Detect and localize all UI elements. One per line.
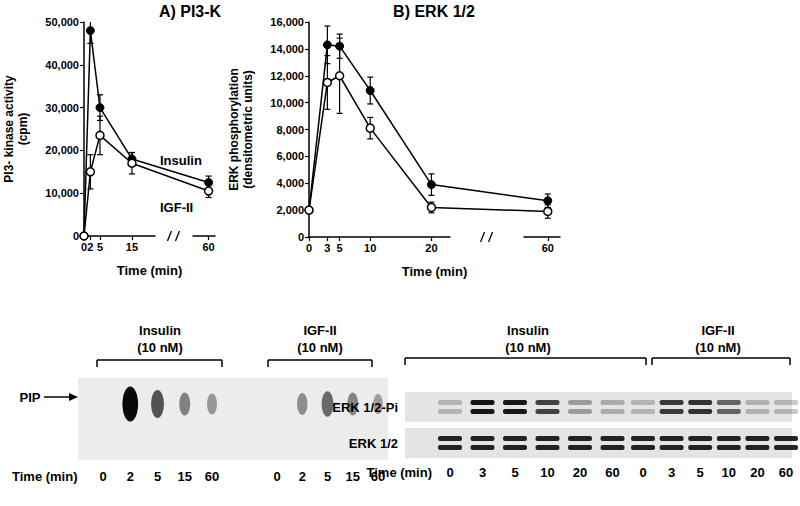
svg-text:20: 20 [425, 242, 437, 254]
svg-text:8,000: 8,000 [276, 124, 304, 136]
svg-text:16,000: 16,000 [270, 16, 304, 28]
svg-text:Insulin: Insulin [507, 323, 549, 338]
svg-text:3: 3 [324, 242, 330, 254]
svg-text:5: 5 [154, 469, 161, 484]
svg-text:(densitometric units): (densitometric units) [241, 70, 255, 189]
svg-text:60: 60 [202, 241, 214, 253]
svg-text:ERK 1/2-Pi: ERK 1/2-Pi [332, 400, 398, 415]
svg-text:(cpm): (cpm) [16, 113, 30, 146]
svg-text:IGF-II: IGF-II [303, 323, 336, 338]
svg-text:10: 10 [722, 465, 736, 480]
svg-text:0: 0 [446, 465, 453, 480]
svg-text:0: 0 [73, 230, 79, 242]
svg-text:Time (min): Time (min) [402, 264, 468, 279]
svg-text:PIP: PIP [20, 390, 41, 405]
svg-text:0: 0 [639, 465, 646, 480]
svg-text:10,000: 10,000 [45, 187, 79, 199]
svg-text:4,000: 4,000 [276, 177, 304, 189]
svg-text:5: 5 [511, 465, 518, 480]
svg-text:5: 5 [337, 242, 343, 254]
svg-text:10: 10 [364, 242, 376, 254]
svg-text:10: 10 [540, 465, 554, 480]
svg-text:30,000: 30,000 [45, 102, 79, 114]
svg-text:A) PI3-K: A) PI3-K [159, 3, 222, 20]
svg-text:0: 0 [306, 242, 312, 254]
svg-text:5: 5 [97, 241, 103, 253]
svg-text:6,000: 6,000 [276, 150, 304, 162]
svg-text:Insulin: Insulin [139, 323, 181, 338]
svg-text:3: 3 [668, 465, 675, 480]
svg-text:60: 60 [205, 469, 219, 484]
svg-text:14,000: 14,000 [270, 43, 304, 55]
svg-text:15: 15 [178, 469, 192, 484]
svg-text:Insulin: Insulin [160, 153, 202, 168]
svg-text:IGF-II: IGF-II [701, 323, 734, 338]
svg-text:2,000: 2,000 [276, 204, 304, 216]
svg-text:PI3- kinase activity: PI3- kinase activity [2, 75, 16, 183]
svg-text:(10 nM): (10 nM) [137, 340, 183, 355]
svg-text:Time (min): Time (min) [117, 263, 183, 278]
svg-text:(10 nM): (10 nM) [505, 340, 551, 355]
svg-text:ERK 1/2: ERK 1/2 [349, 436, 398, 451]
svg-text:B) ERK 1/2: B) ERK 1/2 [393, 3, 475, 20]
svg-text:20: 20 [750, 465, 764, 480]
svg-text:Time (min): Time (min) [12, 469, 78, 484]
svg-text:5: 5 [697, 465, 704, 480]
svg-text:15: 15 [346, 469, 360, 484]
svg-text:20,000: 20,000 [45, 144, 79, 156]
svg-text:5: 5 [324, 469, 331, 484]
svg-text:10,000: 10,000 [270, 97, 304, 109]
svg-text:3: 3 [479, 465, 486, 480]
svg-text:2: 2 [299, 469, 306, 484]
svg-text:Time (min): Time (min) [367, 465, 433, 480]
svg-text:50,000: 50,000 [45, 16, 79, 28]
svg-text:2: 2 [87, 241, 93, 253]
svg-text:IGF-II: IGF-II [160, 200, 193, 215]
svg-text:ERK phosphorylation: ERK phosphorylation [227, 68, 241, 191]
svg-text:(10 nM): (10 nM) [297, 340, 343, 355]
svg-text:20: 20 [573, 465, 587, 480]
svg-text:12,000: 12,000 [270, 70, 304, 82]
svg-text:15: 15 [126, 241, 138, 253]
svg-text:0: 0 [273, 469, 280, 484]
svg-text:60: 60 [542, 242, 554, 254]
svg-text:0: 0 [81, 241, 87, 253]
svg-text:40,000: 40,000 [45, 59, 79, 71]
svg-text:60: 60 [605, 465, 619, 480]
svg-text:0: 0 [99, 469, 106, 484]
svg-text:2: 2 [127, 469, 134, 484]
svg-text:60: 60 [779, 465, 793, 480]
svg-text:(10 nM): (10 nM) [695, 340, 741, 355]
svg-text:0: 0 [298, 231, 304, 243]
